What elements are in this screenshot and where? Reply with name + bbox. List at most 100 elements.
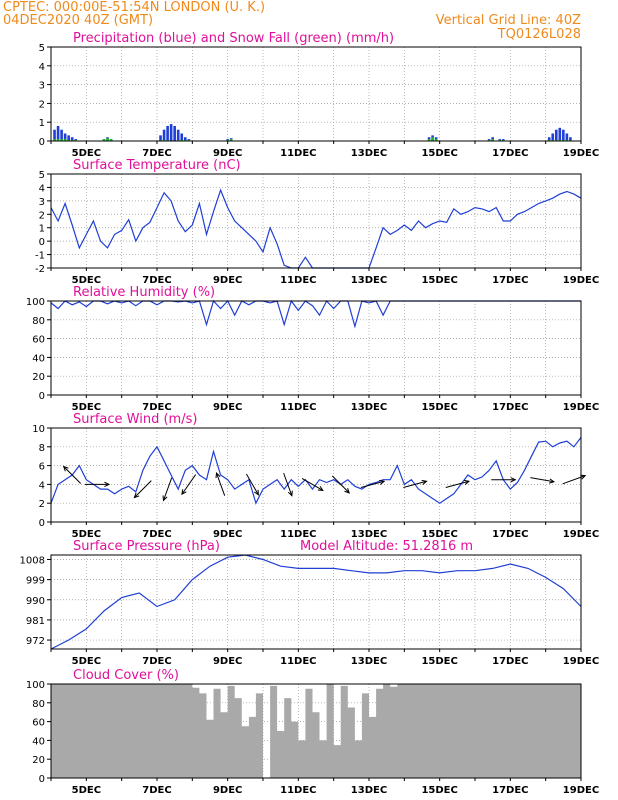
y-tick-label: 2 xyxy=(39,99,45,110)
x-tick-label: 9DEC xyxy=(213,402,242,413)
y-tick-label: 20 xyxy=(32,755,45,766)
panel-1: Precipitation (blue) and Snow Fall (gree… xyxy=(39,31,600,159)
y-tick-label: 1 xyxy=(39,118,45,129)
precip-bar xyxy=(547,137,551,141)
x-tick-label: 19DEC xyxy=(563,148,599,159)
y-tick-label: 40 xyxy=(32,353,45,364)
y-tick-label: 80 xyxy=(32,316,45,327)
snow-bar xyxy=(427,139,431,141)
panel-title: Surface Pressure (hPa) xyxy=(73,539,220,554)
x-tick-label: 15DEC xyxy=(421,785,457,796)
precip-bar xyxy=(56,125,60,141)
header-date: 04DEC2020 40Z (GMT) xyxy=(3,13,153,28)
x-tick-label: 19DEC xyxy=(563,656,599,667)
y-tick-label: 80 xyxy=(32,699,45,710)
y-tick-label: 1 xyxy=(39,224,45,235)
header-location: CPTEC: 000:00E-51:54N LONDON (U. K.) xyxy=(3,0,265,15)
panel-title: Cloud Cover (%) xyxy=(73,668,179,683)
x-tick-label: 5DEC xyxy=(72,785,101,796)
x-tick-label: 9DEC xyxy=(213,656,242,667)
x-tick-label: 7DEC xyxy=(142,656,171,667)
y-tick-label: 8 xyxy=(39,443,45,454)
panel-title: Relative Humidity (%) xyxy=(73,285,215,300)
x-tick-label: 11DEC xyxy=(280,656,316,667)
precip-bar xyxy=(554,129,558,141)
y-tick-label: 4 xyxy=(39,183,45,194)
y-tick-label: 100 xyxy=(26,680,45,691)
snow-bar xyxy=(491,139,494,141)
x-tick-label: 13DEC xyxy=(351,529,387,540)
x-tick-label: 11DEC xyxy=(280,275,316,286)
snow-bar xyxy=(229,139,233,141)
y-tick-label: 981 xyxy=(26,616,45,627)
wind-arrow xyxy=(133,480,152,499)
wind-arrow xyxy=(530,477,556,484)
y-tick-label: 0 xyxy=(39,774,45,785)
snow-bar xyxy=(102,139,106,141)
panel-frame xyxy=(50,554,582,650)
panel-title: Surface Temperature (nC) xyxy=(73,158,241,173)
wind-arrow xyxy=(301,477,324,491)
wind-arrow xyxy=(283,472,293,497)
x-tick-label: 13DEC xyxy=(351,785,387,796)
precip-bar xyxy=(63,133,67,141)
wind-arrow xyxy=(181,474,197,496)
y-tick-label: 60 xyxy=(32,718,45,729)
panel-title: Surface Wind (m/s) xyxy=(73,412,197,427)
x-tick-label: 13DEC xyxy=(351,275,387,286)
wind-arrow xyxy=(445,479,471,488)
x-tick-label: 7DEC xyxy=(142,275,171,286)
precip-bar xyxy=(558,127,562,141)
y-tick-label: 5 xyxy=(39,43,45,54)
x-tick-label: 11DEC xyxy=(280,402,316,413)
wind-arrow xyxy=(62,465,82,484)
wind-arrow xyxy=(331,475,351,494)
y-tick-label: 2 xyxy=(39,210,45,221)
y-tick-label: -1 xyxy=(35,251,45,262)
snow-bar xyxy=(106,138,109,141)
x-tick-label: 15DEC xyxy=(421,529,457,540)
panel-frame xyxy=(50,427,582,523)
y-tick-label: 0 xyxy=(39,391,45,402)
x-tick-label: 19DEC xyxy=(563,275,599,286)
y-tick-label: 20 xyxy=(32,372,45,383)
x-tick-label: 13DEC xyxy=(351,148,387,159)
y-tick-label: 4 xyxy=(39,62,45,73)
series-line xyxy=(50,437,582,505)
y-tick-label: 999 xyxy=(26,576,45,587)
header-grid-note: Vertical Grid Line: 40Z xyxy=(436,13,581,28)
x-tick-label: 17DEC xyxy=(492,275,528,286)
precip-bar xyxy=(173,125,176,141)
x-tick-label: 9DEC xyxy=(213,529,242,540)
panel-frame xyxy=(50,300,582,396)
panel-2: Surface Temperature (nC) -2 -1 0 1 2 3 4 5 5DEC 7D… xyxy=(35,158,599,286)
precip-bar xyxy=(70,137,74,141)
panel-title: Precipitation (blue) and Snow Fall (gree… xyxy=(73,31,394,46)
panel-frame xyxy=(50,683,582,779)
precip-bar xyxy=(562,129,565,141)
x-tick-label: 15DEC xyxy=(421,402,457,413)
cloud-area xyxy=(51,684,581,778)
y-tick-label: 6 xyxy=(39,462,45,473)
series-line xyxy=(50,299,581,329)
wind-arrow xyxy=(162,477,173,502)
x-tick-label: 7DEC xyxy=(142,529,171,540)
precip-bar xyxy=(162,129,166,141)
x-tick-label: 5DEC xyxy=(72,275,101,286)
x-tick-label: 9DEC xyxy=(213,785,242,796)
snow-bar xyxy=(56,139,60,141)
x-tick-label: 17DEC xyxy=(492,656,528,667)
x-tick-label: 13DEC xyxy=(351,402,387,413)
x-tick-label: 15DEC xyxy=(421,148,457,159)
precip-bar xyxy=(569,137,572,141)
panel-4: Surface Wind (m/s) 0 2 4 6 8 10 5DEC 7DEC 9DEC 11D… xyxy=(32,412,599,540)
series-line xyxy=(50,188,582,269)
y-tick-label: 1008 xyxy=(20,555,45,566)
precip-bar xyxy=(159,135,162,141)
precip-bar xyxy=(551,133,555,141)
snow-bar xyxy=(109,139,113,141)
wind-arrow xyxy=(215,472,226,496)
snow-bar xyxy=(63,139,67,141)
precip-bar xyxy=(169,124,173,141)
y-tick-label: 4 xyxy=(39,480,45,491)
